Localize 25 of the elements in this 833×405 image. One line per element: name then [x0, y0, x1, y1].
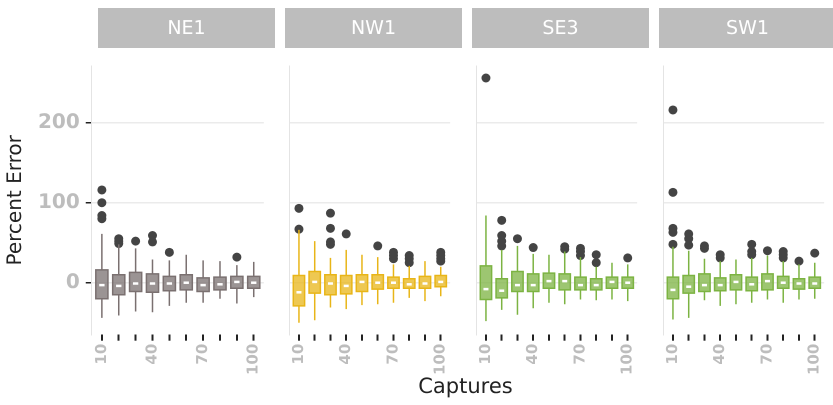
- chart-title: NE1: [98, 8, 275, 48]
- x-tick-label: 10: [288, 344, 307, 365]
- x-tick-label: 10: [92, 344, 110, 365]
- x-tick-label: 40: [336, 344, 354, 365]
- x-tick-label: 100: [430, 344, 449, 375]
- x-tick-label: 10: [662, 344, 681, 365]
- x-tick-label: 100: [618, 344, 636, 375]
- y-tick-label: 100: [38, 188, 80, 213]
- chart-title: SE3: [472, 8, 649, 48]
- x-tick-label: 10: [476, 344, 494, 365]
- x-tick-label: 70: [757, 344, 776, 365]
- x-tick-label: 40: [523, 344, 542, 365]
- x-tick-label: 40: [142, 344, 160, 365]
- x-axis-title: Captures: [417, 374, 514, 398]
- y-tick-label: 200: [38, 108, 80, 133]
- x-tick-label: 100: [804, 344, 823, 375]
- chart-title: SW1: [659, 8, 833, 48]
- x-tick-label: 40: [710, 344, 728, 365]
- chart-title: NW1: [285, 8, 462, 48]
- x-tick-label: 70: [193, 344, 212, 365]
- y-axis-title: Percent Error: [2, 134, 26, 266]
- x-tick-label: 70: [570, 344, 588, 365]
- y-tick-label: 0: [66, 268, 80, 293]
- x-tick-label: 100: [244, 344, 262, 375]
- x-tick-label: 70: [383, 344, 402, 365]
